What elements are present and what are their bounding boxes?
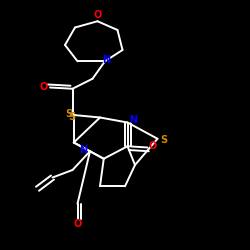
Text: S: S [68, 112, 75, 122]
Text: S: S [66, 109, 73, 119]
Text: N: N [129, 115, 137, 125]
Text: N: N [102, 55, 110, 65]
Text: N: N [79, 145, 87, 155]
Text: S: S [160, 135, 167, 145]
Text: O: O [39, 82, 48, 92]
Text: O: O [149, 141, 157, 151]
Text: O: O [74, 219, 82, 229]
Text: O: O [94, 10, 102, 20]
